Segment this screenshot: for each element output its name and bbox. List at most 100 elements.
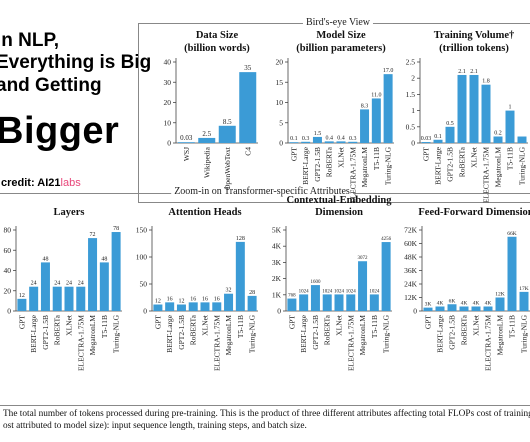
headline-line-1: In NLP, (0, 30, 59, 51)
y-tick-label: 12K (404, 293, 418, 302)
data-label: 24 (31, 281, 37, 287)
chart-title: Feed-Forward Dimension (418, 207, 530, 218)
category-label: GPT2-1.5B (313, 147, 322, 182)
bar (88, 238, 98, 311)
bar (334, 294, 344, 311)
bar (322, 294, 332, 311)
data-label: 4K (437, 301, 444, 307)
category-label: GPT (289, 147, 298, 162)
data-label: 17K (519, 286, 529, 292)
data-label: 16 (202, 296, 208, 302)
data-label: 8.5 (223, 118, 232, 126)
category-label: GPT (17, 315, 26, 330)
headline-bigger: Bigger (0, 110, 120, 152)
y-tick-label: 0 (411, 139, 415, 148)
category-label: GPT2-1.5B (177, 315, 186, 350)
category-label: C4 (243, 147, 252, 156)
bar (177, 142, 195, 143)
y-tick-label: 15 (276, 78, 284, 87)
bar (17, 298, 27, 311)
category-label: BERT-Large (165, 314, 174, 353)
chart-subtitle: (trillion tokens) (439, 43, 509, 54)
y-tick-label: 50 (140, 280, 148, 289)
category-label: T5-11B (370, 315, 379, 338)
category-label: Turing-NLG (382, 314, 391, 353)
category-label: Turing-NLG (518, 146, 527, 185)
y-tick-label: 20 (276, 58, 284, 67)
category-label: ELECTRA-1.75M (346, 315, 355, 371)
data-label: 1024 (346, 289, 357, 294)
bar (336, 141, 346, 143)
data-label: 11.0 (371, 92, 381, 98)
category-label: BERT-Large (301, 146, 310, 185)
bar (369, 294, 379, 311)
data-label: 35 (244, 64, 252, 72)
data-label: 24 (66, 281, 72, 287)
data-label: 0.3 (349, 136, 357, 142)
bar (358, 261, 368, 311)
bar (324, 141, 334, 143)
category-label: ELECTRA-1.75M (348, 147, 357, 203)
y-tick-label: 4K (272, 242, 282, 251)
data-label: 16 (190, 296, 196, 302)
bar (235, 241, 245, 311)
category-label: XLNet (470, 146, 479, 168)
y-tick-label: 1K (272, 290, 282, 299)
data-label: 1024 (299, 289, 310, 294)
category-label: MegatronLM (494, 147, 503, 188)
category-label: GPT2-1.5B (448, 315, 457, 350)
bar (519, 291, 529, 311)
bar (423, 307, 433, 311)
bar (188, 302, 198, 311)
bar (301, 141, 311, 143)
bar (435, 306, 445, 311)
y-tick-label: 24K (404, 280, 418, 289)
category-label: RoBERTa (460, 314, 469, 345)
bar (383, 74, 393, 143)
data-label: 3K (425, 302, 432, 308)
bar (346, 294, 356, 311)
data-label: 66K (507, 231, 517, 237)
bar (29, 286, 39, 311)
chart-title: Contextual-Embedding (286, 195, 392, 206)
category-label: BERT-Large (299, 314, 308, 353)
bar (76, 286, 86, 311)
bar (433, 139, 443, 143)
bar (447, 304, 457, 311)
credit-brand: AI21 (37, 177, 61, 189)
footnote-line-1: The total number of tokens processed dur… (3, 409, 530, 419)
data-label: 48 (101, 256, 107, 262)
y-tick-label: 1 (411, 106, 415, 115)
data-label: 1.8 (482, 79, 490, 85)
category-label: Turing-NLG (384, 146, 393, 185)
bar (239, 72, 257, 143)
category-label: RoBERTa (53, 314, 62, 345)
data-label: 2.1 (470, 69, 478, 75)
data-label: 12 (155, 299, 161, 305)
data-label: 32 (226, 288, 232, 294)
category-label: ELECTRA-1.75M (484, 315, 493, 371)
bar (287, 298, 297, 311)
bar (111, 232, 121, 311)
data-label: 28 (249, 290, 255, 296)
category-label: T5-11B (236, 315, 245, 338)
y-tick-label: 0 (277, 307, 281, 316)
credit-labs: labs (60, 177, 81, 189)
bar (457, 74, 467, 143)
category-label: T5-11B (506, 147, 515, 170)
bar (507, 236, 517, 311)
bar (52, 286, 62, 311)
data-label: 4K (485, 301, 492, 307)
data-label: 0.2 (494, 131, 502, 137)
category-label: T5-11B (100, 315, 109, 338)
y-tick-label: 0 (167, 139, 171, 148)
bar (99, 262, 109, 311)
category-label: ELECTRA-1.75M (76, 315, 85, 371)
data-label: 1024 (322, 289, 333, 294)
category-label: OpenWebText (223, 146, 232, 190)
category-label: GPT (422, 147, 431, 162)
bar (224, 293, 234, 311)
bar (212, 302, 222, 311)
